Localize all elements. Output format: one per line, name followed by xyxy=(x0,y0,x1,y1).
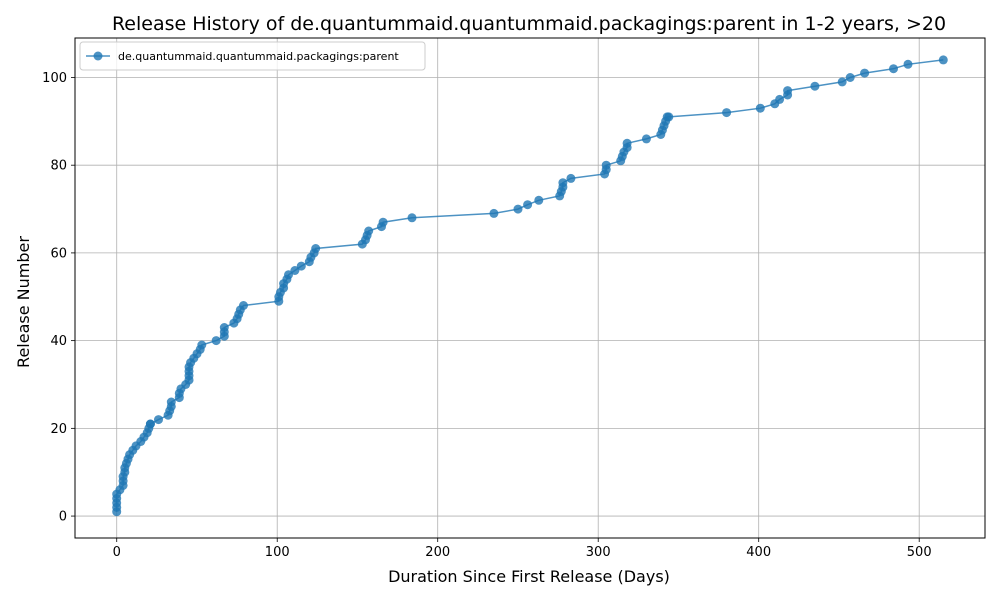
y-tick-label: 20 xyxy=(50,422,67,437)
data-point xyxy=(558,178,568,188)
y-tick-label: 40 xyxy=(50,334,67,349)
data-point xyxy=(154,415,163,425)
data-point xyxy=(860,68,870,78)
data-point xyxy=(810,81,820,91)
x-axis-title: Duration Since First Release (Days) xyxy=(388,567,670,586)
data-point xyxy=(889,64,898,74)
data-point xyxy=(513,204,523,214)
x-tick-label: 500 xyxy=(907,545,932,560)
legend-marker-swatch xyxy=(93,51,103,61)
data-point xyxy=(783,86,793,96)
data-point xyxy=(407,213,417,223)
data-point xyxy=(755,103,765,113)
data-point xyxy=(489,208,499,218)
data-point xyxy=(239,301,248,310)
data-point xyxy=(566,173,576,183)
data-point xyxy=(837,77,847,87)
x-tick-label: 200 xyxy=(425,545,450,560)
grid xyxy=(75,38,985,538)
y-tick-label: 60 xyxy=(50,246,67,261)
data-point xyxy=(364,226,374,236)
data-point xyxy=(641,134,651,144)
data-point xyxy=(664,112,674,122)
data-point xyxy=(622,138,632,148)
data-point xyxy=(296,261,306,271)
data-point xyxy=(290,266,300,275)
series-layer xyxy=(112,55,948,517)
legend-box xyxy=(79,41,426,71)
y-axis-title: Release Number xyxy=(14,236,33,368)
data-point xyxy=(775,94,785,104)
x-tick-label: 0 xyxy=(113,545,121,560)
axis-ticks: 0 100 200 300 400 500 0 20 40 60 80 100 xyxy=(42,71,931,560)
legend: de.quantummaid.quantummaid.packagings:pa… xyxy=(79,41,426,71)
legend-series-label: de.quantummaid.quantummaid.packagings:pa… xyxy=(118,50,399,63)
data-point xyxy=(601,160,611,170)
data-point xyxy=(722,108,732,118)
data-point xyxy=(534,195,544,205)
chart-title: Release History of de.quantummaid.quantu… xyxy=(112,13,946,35)
data-point xyxy=(903,59,913,69)
data-point xyxy=(219,323,229,332)
data-point xyxy=(211,336,221,346)
data-point xyxy=(284,270,293,280)
y-tick-label: 100 xyxy=(42,71,67,86)
x-tick-label: 100 xyxy=(265,545,290,560)
data-point xyxy=(938,55,948,65)
x-tick-label: 400 xyxy=(746,545,771,560)
y-tick-label: 80 xyxy=(50,159,67,174)
data-point xyxy=(523,200,533,210)
data-point xyxy=(166,397,176,407)
data-point xyxy=(311,244,321,253)
data-point xyxy=(197,340,207,350)
x-tick-label: 300 xyxy=(586,545,611,560)
plot-frame xyxy=(74,37,986,539)
data-point xyxy=(845,73,855,82)
data-point xyxy=(145,419,155,429)
y-tick-label: 0 xyxy=(59,510,67,525)
data-point xyxy=(378,217,388,227)
